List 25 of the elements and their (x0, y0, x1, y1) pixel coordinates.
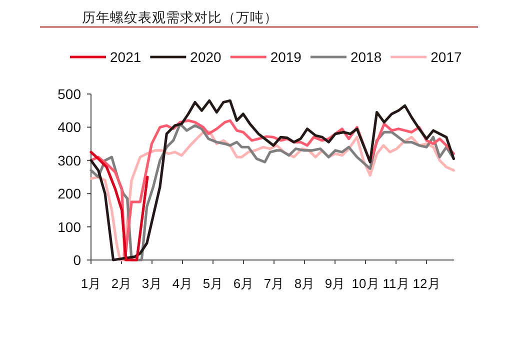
y-tick-label: 200 (58, 186, 82, 202)
y-tick-label: 300 (58, 152, 82, 168)
x-tick-label: 3月 (142, 276, 162, 291)
legend-label: 2020 (190, 49, 222, 65)
legend-label: 2021 (110, 49, 142, 65)
y-tick-label: 100 (58, 218, 82, 235)
x-tick-label: 4月 (172, 276, 193, 291)
x-tick-label: 12月 (412, 276, 440, 291)
x-tick-label: 5月 (202, 276, 224, 291)
legend-label: 2018 (350, 49, 382, 65)
y-tick-label: 400 (58, 119, 82, 136)
x-tick-label: 9月 (324, 276, 346, 291)
legend-label: 2017 (430, 49, 462, 65)
legend-label: 2019 (270, 49, 302, 65)
x-tick-label: 2月 (111, 276, 132, 291)
x-tick-label: 8月 (294, 276, 315, 291)
x-tick-label: 6月 (233, 276, 254, 291)
x-tick-label: 11月 (382, 276, 410, 291)
line-series (90, 150, 149, 262)
chart-title: 历年螺纹表观需求对比（万吨） (82, 10, 278, 25)
x-tick-label: 1月 (80, 276, 102, 291)
x-tick-label: 7月 (264, 276, 284, 291)
x-tick-label: 10月 (352, 276, 380, 291)
y-tick-label: 500 (58, 86, 82, 102)
y-tick-label: 0 (73, 252, 82, 268)
